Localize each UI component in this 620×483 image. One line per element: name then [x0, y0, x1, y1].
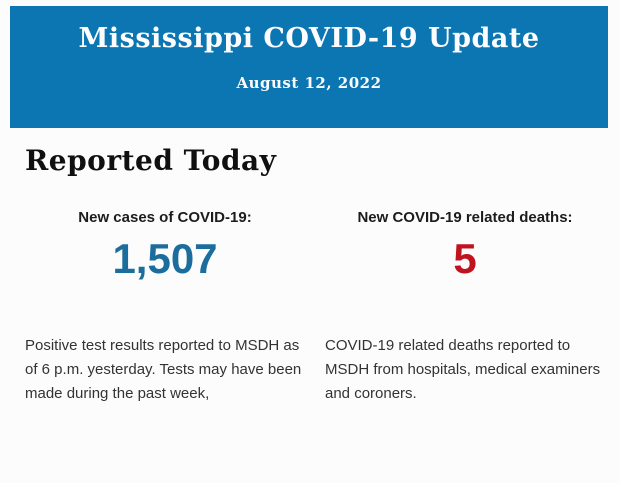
- new-cases-label: New cases of COVID-19:: [78, 209, 252, 226]
- report-content: Reported Today New cases of COVID-19: 1,…: [0, 128, 620, 406]
- page-title: Reported Today: [25, 144, 277, 177]
- banner-date: August 12, 2022: [236, 74, 382, 92]
- stat-new-cases: New cases of COVID-19: 1,507 Positive te…: [25, 209, 305, 406]
- new-deaths-description: COVID-19 related deaths reported to MSDH…: [325, 337, 601, 402]
- new-cases-description: Positive test results reported to MSDH a…: [25, 337, 302, 402]
- new-deaths-value: 5: [453, 235, 477, 282]
- banner-title: Mississippi COVID-19 Update: [78, 23, 540, 54]
- new-deaths-label: New COVID-19 related deaths:: [357, 209, 573, 226]
- update-banner: Mississippi COVID-19 Update August 12, 2…: [10, 6, 608, 128]
- new-cases-value: 1,507: [112, 235, 218, 282]
- stats-row: New cases of COVID-19: 1,507 Positive te…: [25, 209, 605, 406]
- stat-new-deaths: New COVID-19 related deaths: 5 COVID-19 …: [325, 209, 605, 406]
